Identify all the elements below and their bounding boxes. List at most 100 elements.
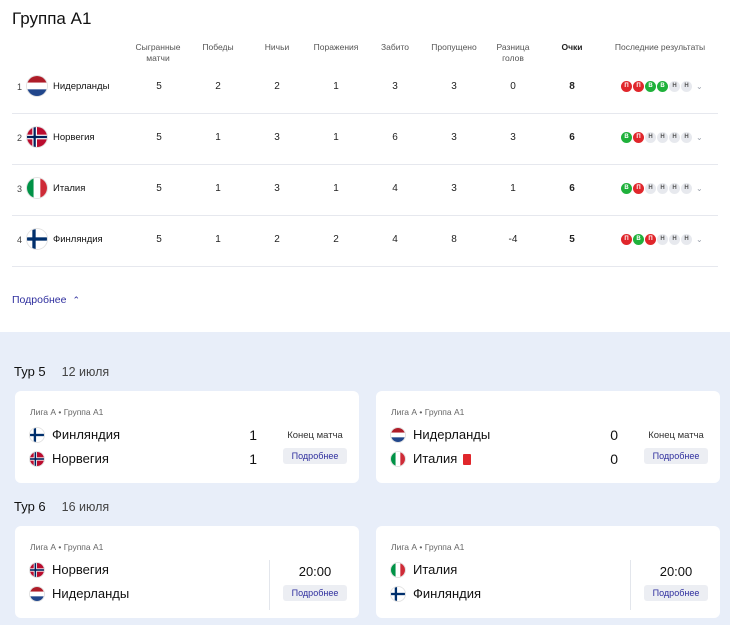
result-badge: Н: [681, 182, 692, 194]
result-badge: В: [657, 80, 668, 92]
header-scored: Забито: [380, 42, 409, 52]
goal-diff: 3: [510, 132, 516, 143]
home-score: 0: [610, 427, 618, 443]
draws: 3: [274, 132, 280, 143]
team-name[interactable]: Норвегия: [53, 132, 95, 143]
wins: 1: [215, 234, 221, 245]
match-status: Конец матча: [287, 430, 343, 441]
result-badge: Н: [669, 233, 680, 245]
wins: 1: [215, 183, 221, 194]
scored: 4: [392, 234, 398, 245]
points: 5: [569, 234, 575, 245]
played: 5: [156, 234, 162, 245]
result-badge: Н: [681, 80, 692, 92]
scored: 3: [392, 81, 398, 92]
result-badge: П: [645, 233, 656, 245]
finland-flag-icon: [27, 229, 47, 249]
match-status: Конец матча: [648, 430, 704, 441]
rank: 1: [17, 82, 23, 92]
team-name[interactable]: Финляндия: [53, 234, 103, 245]
norway-flag-icon: [30, 452, 44, 466]
header-draws: Ничьи: [264, 42, 290, 52]
netherlands-flag-icon: [391, 428, 405, 442]
points: 8: [569, 81, 575, 92]
chevron-down-icon[interactable]: ⌄: [696, 234, 703, 244]
header-conceded: Пропущено: [431, 42, 477, 52]
result-badge: Н: [669, 80, 680, 92]
kickoff-time: 20:00: [298, 564, 332, 579]
result-badge: Н: [645, 182, 656, 194]
losses: 1: [333, 183, 339, 194]
header-goal-diff: Разница голов: [496, 42, 530, 63]
points: 6: [569, 132, 575, 143]
played: 5: [156, 81, 162, 92]
goal-diff: -4: [508, 234, 518, 245]
result-badge: В: [645, 80, 656, 92]
result-badge: П: [633, 182, 644, 194]
result-badge: Н: [645, 131, 656, 143]
netherlands-flag-icon: [30, 587, 44, 601]
table-row[interactable]: 3 Италия 5 1 3 1 4 3 1 6 В П Н Н Н Н ⌄: [12, 165, 718, 216]
rank: 3: [17, 184, 23, 194]
match-details-button[interactable]: Подробнее: [644, 448, 708, 464]
points: 6: [569, 183, 575, 194]
draws: 2: [274, 234, 280, 245]
table-header: Сыгранные матчи Победы Ничьи Поражения З…: [12, 42, 718, 70]
round-heading: Тур 5 12 июля: [14, 364, 109, 379]
result-badge: П: [633, 131, 644, 143]
chevron-down-icon[interactable]: ⌄: [696, 81, 703, 91]
divider: [269, 560, 270, 610]
result-badge: П: [621, 233, 632, 245]
result-badge: Н: [657, 182, 668, 194]
chevron-down-icon[interactable]: ⌄: [696, 183, 703, 193]
rank: 2: [17, 133, 23, 143]
italy-flag-icon: [27, 178, 47, 198]
away-team: Норвегия: [52, 451, 109, 466]
result-badge: П: [633, 80, 644, 92]
away-score: 0: [610, 451, 618, 467]
away-score: 1: [249, 451, 257, 467]
home-team: Нидерланды: [413, 427, 491, 442]
conceded: 8: [451, 234, 457, 245]
away-team: Италия: [413, 451, 458, 466]
conceded: 3: [451, 183, 457, 194]
match-card[interactable]: Лига А • Группа А1 Нидерланды 0 Италия 0…: [376, 391, 720, 483]
match-meta: Лига А • Группа А1: [391, 542, 465, 552]
more-details-link[interactable]: Подробнее ⌃: [12, 294, 80, 306]
wins: 2: [215, 81, 221, 92]
chevron-up-icon: ⌃: [72, 294, 81, 305]
group-title: Группа А1: [12, 9, 92, 28]
team-name[interactable]: Нидерланды: [53, 81, 110, 92]
more-details-label: Подробнее: [12, 294, 67, 306]
match-card[interactable]: Лига А • Группа А1 Финляндия 1 Норвегия …: [15, 391, 359, 483]
match-card[interactable]: Лига А • Группа А1 Норвегия Нидерланды 2…: [15, 526, 359, 618]
goal-diff: 0: [510, 81, 516, 92]
match-details-button[interactable]: Подробнее: [644, 585, 708, 601]
norway-flag-icon: [30, 563, 44, 577]
losses: 1: [333, 132, 339, 143]
table-row[interactable]: 1 Нидерланды 5 2 2 1 3 3 0 8 П П В В Н Н…: [12, 63, 718, 114]
goal-diff: 1: [510, 183, 516, 194]
match-details-button[interactable]: Подробнее: [283, 585, 347, 601]
match-details-button[interactable]: Подробнее: [283, 448, 347, 464]
round-heading: Тур 6 16 июля: [14, 499, 109, 514]
red-card-icon: [463, 454, 471, 465]
match-meta: Лига А • Группа А1: [30, 407, 104, 417]
match-card[interactable]: Лига А • Группа А1 Италия Финляндия 20:0…: [376, 526, 720, 618]
italy-flag-icon: [391, 452, 405, 466]
match-meta: Лига А • Группа А1: [391, 407, 465, 417]
round-label: Тур 5: [14, 364, 46, 379]
header-played: Сыгранные матчи: [135, 42, 181, 63]
result-badge: Н: [657, 131, 668, 143]
result-badge: Н: [681, 233, 692, 245]
losses: 2: [333, 234, 339, 245]
result-badge: В: [633, 233, 644, 245]
team-name[interactable]: Италия: [53, 183, 86, 194]
rank: 4: [17, 235, 23, 245]
table-row[interactable]: 4 Финляндия 5 1 2 2 4 8 -4 5 П В П Н Н Н…: [12, 216, 718, 267]
result-badge: П: [621, 80, 632, 92]
table-row[interactable]: 2 Норвегия 5 1 3 1 6 3 3 6 В П Н Н Н Н ⌄: [12, 114, 718, 165]
match-meta: Лига А • Группа А1: [30, 542, 104, 552]
chevron-down-icon[interactable]: ⌄: [696, 132, 703, 142]
italy-flag-icon: [391, 563, 405, 577]
